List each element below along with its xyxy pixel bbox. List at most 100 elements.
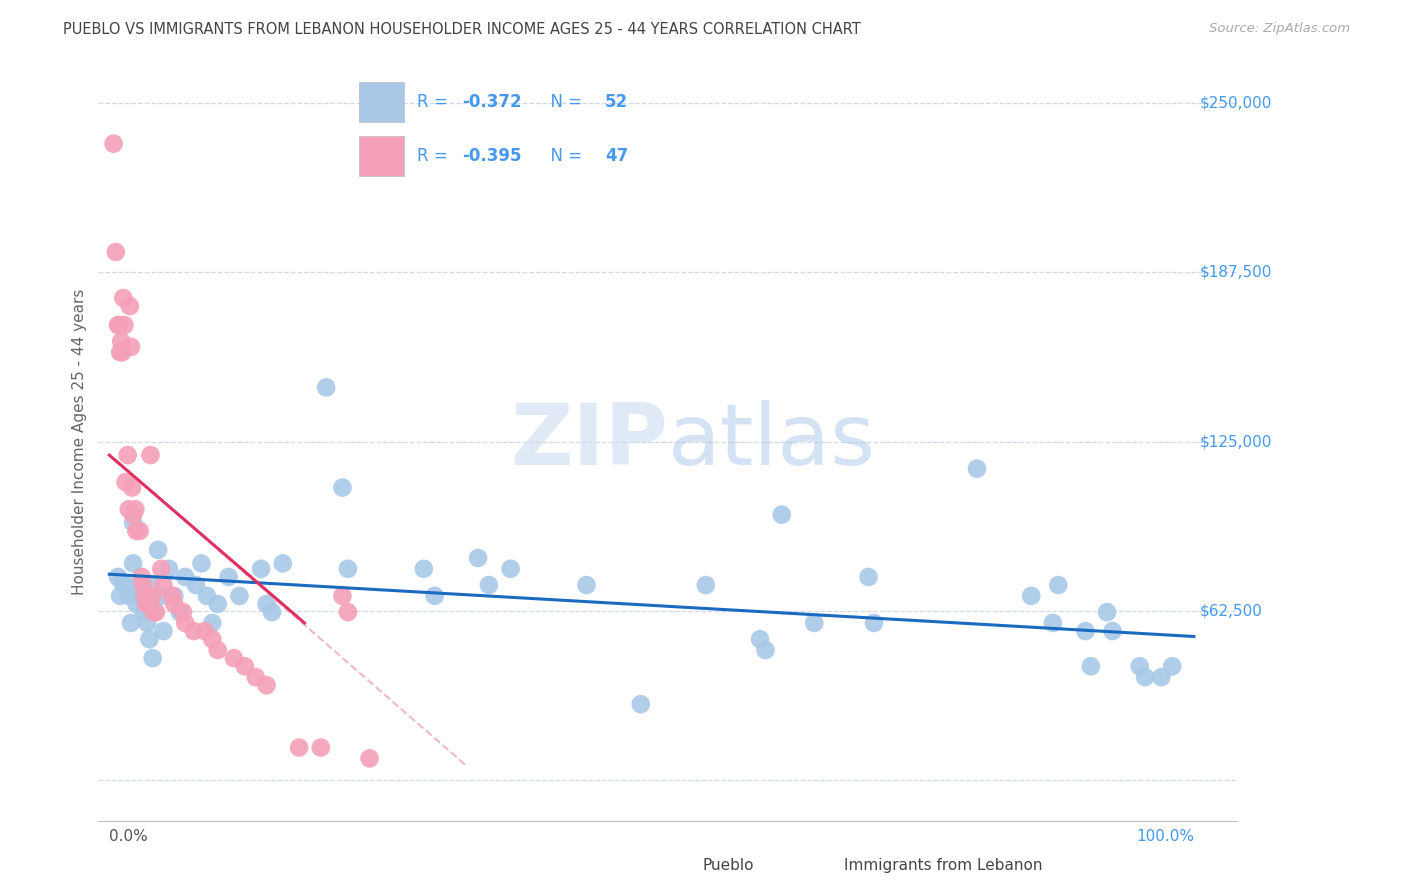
Text: $250,000: $250,000 [1199,95,1271,111]
Point [136,597,159,611]
Point [163,597,186,611]
Point [1095,605,1118,619]
Point [770,508,793,522]
Point [108,589,131,603]
Point [107,570,129,584]
Point [1080,659,1102,673]
Point [803,615,825,630]
Point [250,562,273,576]
Text: 100.0%: 100.0% [1136,829,1194,844]
Point [142,651,165,665]
Point [1133,670,1156,684]
Point [118,589,141,603]
Point [125,524,148,538]
Point [630,697,652,711]
Point [228,589,250,603]
Point [131,589,153,603]
Point [207,643,229,657]
Point [136,615,159,630]
Point [124,502,146,516]
Point [104,244,127,259]
Point [575,578,598,592]
Point [174,570,197,584]
Point [499,562,522,576]
Point [336,605,359,619]
Text: PUEBLO VS IMMIGRANTS FROM LEBANON HOUSEHOLDER INCOME AGES 25 - 44 YEARS CORRELAT: PUEBLO VS IMMIGRANTS FROM LEBANON HOUSEH… [63,22,860,37]
Point [201,632,224,647]
Point [107,318,129,332]
Point [108,318,131,332]
Text: Immigrants from Lebanon: Immigrants from Lebanon [844,858,1042,872]
Point [163,589,186,603]
Text: $125,000: $125,000 [1199,434,1271,449]
Point [207,597,229,611]
Point [695,578,717,592]
Y-axis label: Householder Income Ages 25 - 44 years: Householder Income Ages 25 - 44 years [72,288,87,595]
Point [1129,659,1152,673]
Point [111,575,134,590]
Point [412,562,434,576]
Point [118,299,141,313]
Point [190,557,212,571]
Point [184,578,207,592]
Point [309,740,332,755]
Point [218,570,240,584]
Point [1161,659,1184,673]
Point [201,615,224,630]
Point [245,670,267,684]
Point [332,589,354,603]
Point [134,589,156,603]
Text: $187,500: $187,500 [1199,265,1271,280]
Point [146,542,169,557]
Text: atlas: atlas [668,400,876,483]
Point [118,502,141,516]
Point [332,481,354,495]
Point [1042,615,1064,630]
Point [110,334,132,349]
Text: ZIP: ZIP [510,400,668,483]
Point [132,578,155,592]
Text: 0.0%: 0.0% [110,829,148,844]
Text: Pueblo: Pueblo [703,858,755,872]
Point [145,605,167,619]
Point [222,651,245,665]
Point [120,340,142,354]
Point [194,624,217,639]
Point [749,632,772,647]
Point [132,605,155,619]
Point [467,551,489,566]
Point [142,605,165,619]
Point [1150,670,1173,684]
Point [169,605,191,619]
Point [423,589,446,603]
Point [108,345,131,359]
Point [125,597,148,611]
Point [233,659,256,673]
Point [131,570,153,584]
Point [172,605,194,619]
Point [114,475,136,490]
Point [114,578,136,592]
Point [966,461,988,475]
Point [271,557,294,571]
Point [150,562,173,576]
Point [336,562,359,576]
Point [1019,589,1042,603]
Point [160,589,183,603]
Text: Source: ZipAtlas.com: Source: ZipAtlas.com [1209,22,1350,36]
Point [122,508,145,522]
Point [139,448,162,462]
Point [142,589,165,603]
Point [112,291,135,305]
Point [121,481,143,495]
Text: $62,500: $62,500 [1199,603,1263,618]
Point [359,751,381,765]
Point [120,615,142,630]
Point [138,632,160,647]
Point [128,578,150,592]
Point [478,578,501,592]
Point [139,578,162,592]
Point [858,570,880,584]
Point [114,318,136,332]
Point [128,524,150,538]
